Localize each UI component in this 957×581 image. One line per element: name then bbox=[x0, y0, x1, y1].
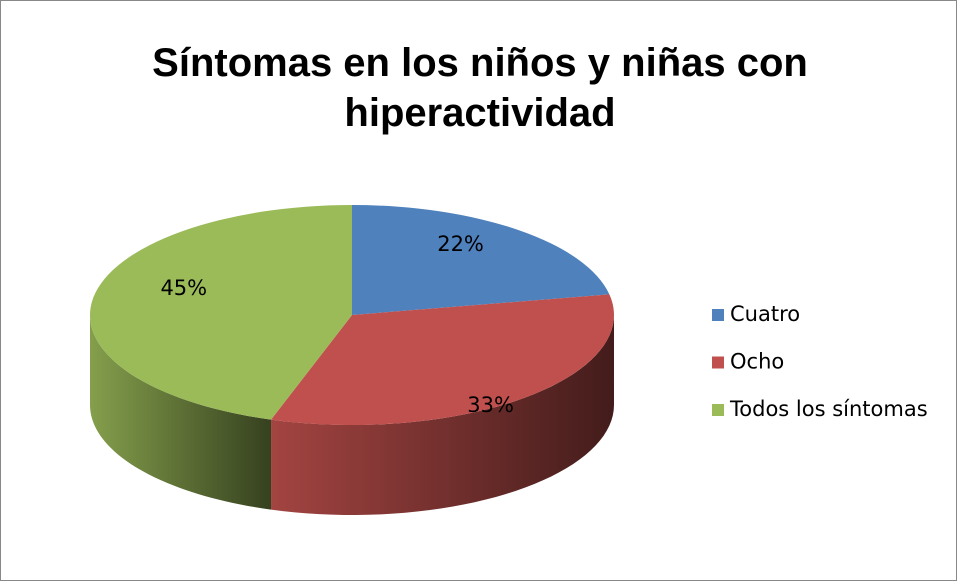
data-label: 33% bbox=[467, 393, 514, 417]
chart-title: Síntomas en los niños y niñas con hipera… bbox=[152, 41, 808, 135]
legend-label: Todos los síntomas bbox=[729, 397, 928, 421]
legend-label: Cuatro bbox=[730, 302, 800, 326]
data-label: 45% bbox=[160, 276, 207, 300]
slice-side bbox=[90, 315, 272, 510]
legend-label: Ocho bbox=[730, 350, 784, 374]
slice bbox=[90, 205, 352, 420]
legend-swatch bbox=[712, 404, 724, 416]
slice-side bbox=[271, 315, 614, 515]
legend-swatch bbox=[712, 309, 724, 321]
legend-swatch bbox=[712, 356, 724, 369]
slice bbox=[271, 294, 614, 425]
slice bbox=[352, 205, 610, 315]
data-label: 22% bbox=[437, 232, 484, 256]
